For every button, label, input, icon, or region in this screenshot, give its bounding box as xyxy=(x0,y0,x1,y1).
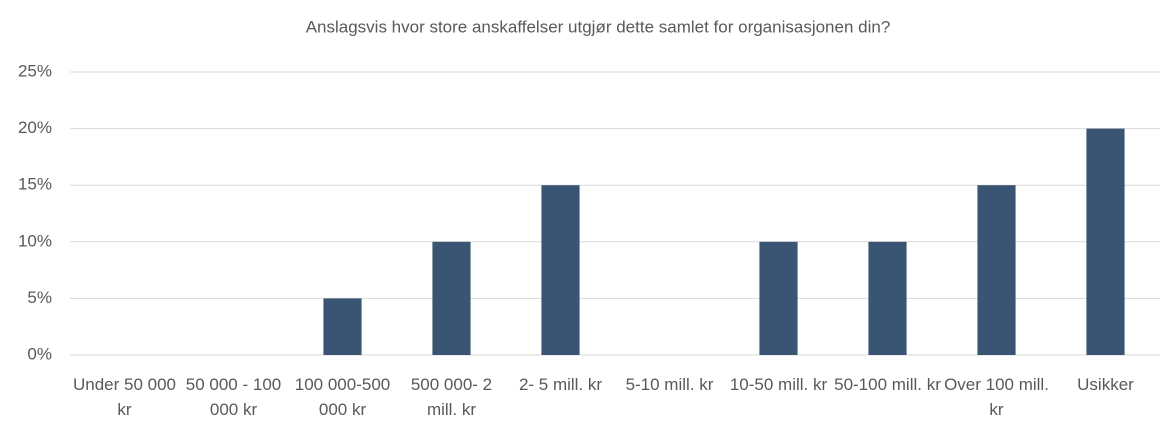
y-tick-label: 15% xyxy=(18,175,52,194)
x-tick-label: Under 50 000 kr xyxy=(72,375,177,419)
x-tick-label: 2- 5 mill. kr xyxy=(518,375,603,394)
x-tick-label: 10-50 mill. kr xyxy=(729,375,828,394)
y-tick-label: 25% xyxy=(18,61,52,80)
y-tick-label: 0% xyxy=(27,344,52,363)
bar xyxy=(541,185,580,355)
bar xyxy=(977,185,1016,355)
bar xyxy=(868,241,907,355)
bar xyxy=(1086,128,1125,355)
x-tick-label: 50-100 mill. kr xyxy=(834,375,941,394)
y-tick-label: 20% xyxy=(18,118,52,137)
bar xyxy=(759,241,798,355)
x-tick-label: 50 000 - 100 000 kr xyxy=(185,375,282,419)
x-tick-label: 5-10 mill. kr xyxy=(625,375,714,394)
chart-title: Anslagsvis hvor store anskaffelser utgjø… xyxy=(306,17,891,36)
x-tick-label: Usikker xyxy=(1077,375,1134,394)
x-tick-label: 500 000- 2 mill. kr xyxy=(410,375,493,419)
x-tick-label: 100 000-500 000 kr xyxy=(294,375,391,419)
bar xyxy=(432,241,471,355)
y-tick-label: 5% xyxy=(27,288,52,307)
y-tick-label: 10% xyxy=(18,231,52,250)
bar xyxy=(323,298,362,355)
x-tick-label: Over 100 mill. kr xyxy=(944,375,1049,419)
